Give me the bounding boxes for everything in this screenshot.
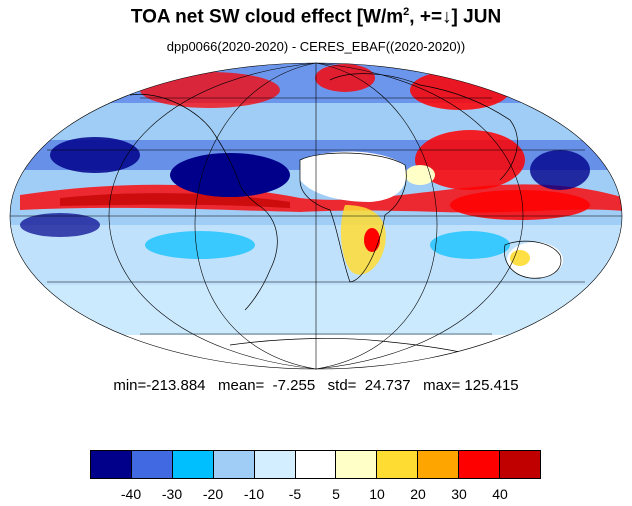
colorbar-swatch: [213, 451, 255, 478]
colorbar-tick-label: 30: [451, 486, 467, 502]
colorbar-swatch: [131, 451, 173, 478]
colorbar-swatch: [172, 451, 214, 478]
map-title: TOA net SW cloud effect [W/m2, +=↓] JUN: [130, 6, 502, 28]
colorbar-swatch: [336, 451, 378, 478]
colorbar-swatch: [418, 451, 460, 478]
mollweide-map: [9, 62, 623, 370]
colorbar-tick-label: -10: [243, 486, 265, 502]
map-subtitle: dpp0066(2020-2020) - CERES_EBAF((2020-20…: [166, 39, 466, 54]
colorbar-tick-label: -20: [202, 486, 224, 502]
colorbar-tick-label: -30: [161, 486, 183, 502]
colorbar-swatch: [500, 451, 540, 478]
colorbar-swatch: [254, 451, 296, 478]
colorbar-tick-label: 20: [410, 486, 426, 502]
colorbar-tick-label: 10: [369, 486, 385, 502]
colorbar-tick-label: 5: [332, 486, 340, 502]
colorbar-tick-label: 40: [492, 486, 508, 502]
colorbar-tick-label: -40: [120, 486, 142, 502]
statistics-line: min=-213.884 mean= -7.255 std= 24.737 ma…: [113, 377, 519, 394]
colorbar-swatch: [459, 451, 501, 478]
colorbar: [90, 450, 541, 479]
colorbar-tick-label: -5: [288, 486, 302, 502]
colorbar-swatch: [295, 451, 337, 478]
colorbar-swatch: [377, 451, 419, 478]
colorbar-swatch: [91, 451, 132, 478]
